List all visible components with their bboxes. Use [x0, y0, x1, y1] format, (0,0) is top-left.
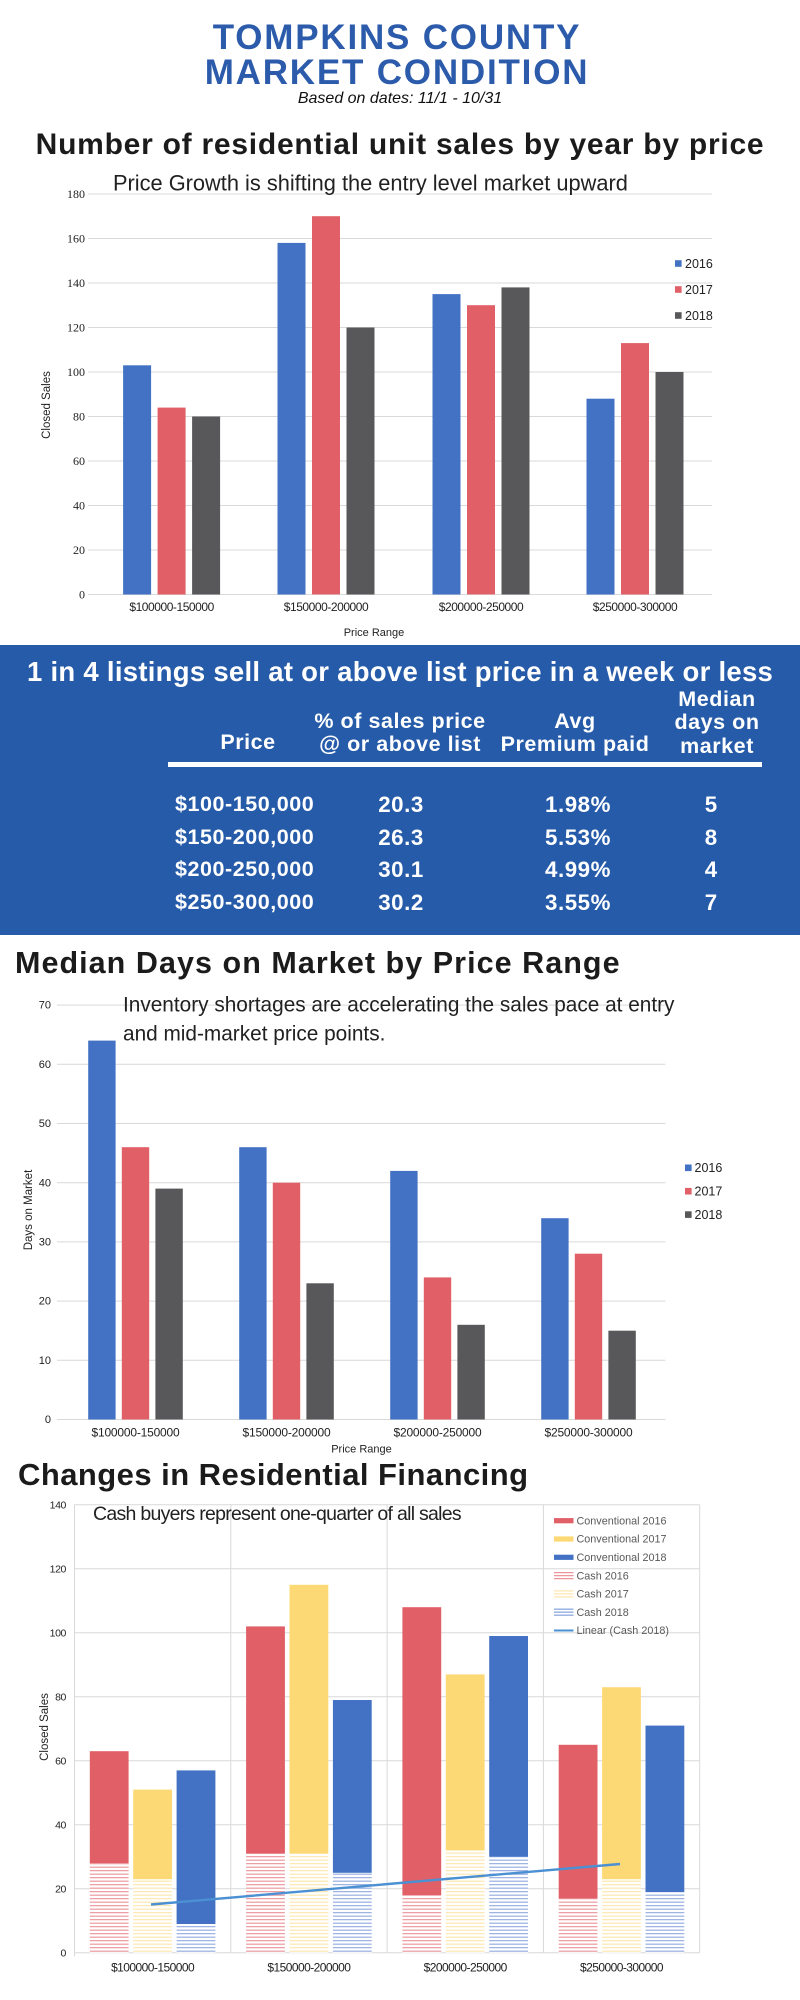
svg-text:Closed Sales: Closed Sales [41, 371, 53, 439]
svg-text:and mid-market price points.: and mid-market price points. [123, 1023, 385, 1046]
svg-text:$150000-200000: $150000-200000 [284, 600, 369, 614]
svg-text:$100000-150000: $100000-150000 [92, 1426, 180, 1440]
svg-text:Cash buyers represent one-quar: Cash buyers represent one-quarter of all… [93, 1503, 462, 1525]
svg-text:Inventory shortages are accele: Inventory shortages are accelerating the… [123, 994, 675, 1017]
svg-text:$100000-150000: $100000-150000 [111, 1961, 195, 1975]
svg-text:2016: 2016 [695, 1161, 723, 1175]
svg-text:$150000-200000: $150000-200000 [267, 1961, 351, 1975]
svg-text:160: 160 [67, 231, 85, 245]
svg-text:Price Range: Price Range [344, 627, 405, 639]
svg-text:$150000-200000: $150000-200000 [243, 1426, 331, 1440]
svg-text:140: 140 [50, 1499, 67, 1511]
svg-text:$200000-250000: $200000-250000 [424, 1961, 508, 1975]
svg-text:140: 140 [67, 276, 85, 290]
svg-text:20: 20 [39, 1296, 51, 1308]
svg-text:80: 80 [73, 409, 85, 423]
svg-text:60: 60 [55, 1755, 66, 1767]
svg-text:20: 20 [55, 1883, 66, 1895]
svg-text:Price Growth is shifting the e: Price Growth is shifting the entry level… [113, 171, 628, 196]
svg-text:2017: 2017 [685, 283, 713, 297]
svg-text:60: 60 [39, 1059, 51, 1071]
svg-text:2018: 2018 [685, 309, 713, 323]
svg-text:180: 180 [67, 187, 85, 201]
svg-text:120: 120 [50, 1563, 67, 1575]
svg-text:2017: 2017 [695, 1185, 723, 1199]
svg-text:50: 50 [39, 1118, 51, 1130]
svg-text:Cash 2017: Cash 2017 [577, 1589, 629, 1601]
svg-text:Cash 2016: Cash 2016 [577, 1570, 629, 1582]
svg-text:$200000-250000: $200000-250000 [439, 600, 524, 614]
svg-text:40: 40 [55, 1819, 66, 1831]
svg-text:60: 60 [73, 454, 85, 468]
svg-text:0: 0 [79, 587, 85, 601]
svg-text:40: 40 [39, 1177, 51, 1189]
svg-text:$100000-150000: $100000-150000 [129, 600, 214, 614]
svg-text:100: 100 [67, 365, 85, 379]
svg-text:120: 120 [67, 320, 85, 334]
svg-text:Days on Market: Days on Market [23, 1169, 35, 1250]
svg-text:Conventional 2016: Conventional 2016 [577, 1515, 667, 1527]
svg-text:70: 70 [39, 1000, 51, 1012]
svg-text:30: 30 [39, 1237, 51, 1249]
svg-text:0: 0 [61, 1947, 67, 1959]
svg-text:80: 80 [55, 1691, 66, 1703]
svg-text:Linear (Cash 2018): Linear (Cash 2018) [577, 1625, 669, 1637]
svg-text:20: 20 [73, 543, 85, 557]
svg-text:2016: 2016 [685, 257, 713, 271]
svg-text:Conventional 2018: Conventional 2018 [577, 1552, 667, 1564]
svg-text:10: 10 [39, 1355, 51, 1367]
svg-text:0: 0 [45, 1414, 51, 1426]
svg-text:$200000-250000: $200000-250000 [394, 1426, 482, 1440]
svg-text:Cash 2018: Cash 2018 [577, 1607, 629, 1619]
svg-text:$250000-300000: $250000-300000 [545, 1426, 633, 1440]
svg-text:Closed Sales: Closed Sales [39, 1693, 51, 1761]
svg-text:100: 100 [50, 1627, 67, 1639]
svg-text:$250000-300000: $250000-300000 [580, 1961, 664, 1975]
svg-text:40: 40 [73, 498, 85, 512]
svg-text:2018: 2018 [695, 1208, 723, 1222]
svg-text:$250000-300000: $250000-300000 [593, 600, 678, 614]
svg-text:Conventional 2017: Conventional 2017 [577, 1534, 667, 1546]
svg-text:Price Range: Price Range [331, 1444, 392, 1456]
